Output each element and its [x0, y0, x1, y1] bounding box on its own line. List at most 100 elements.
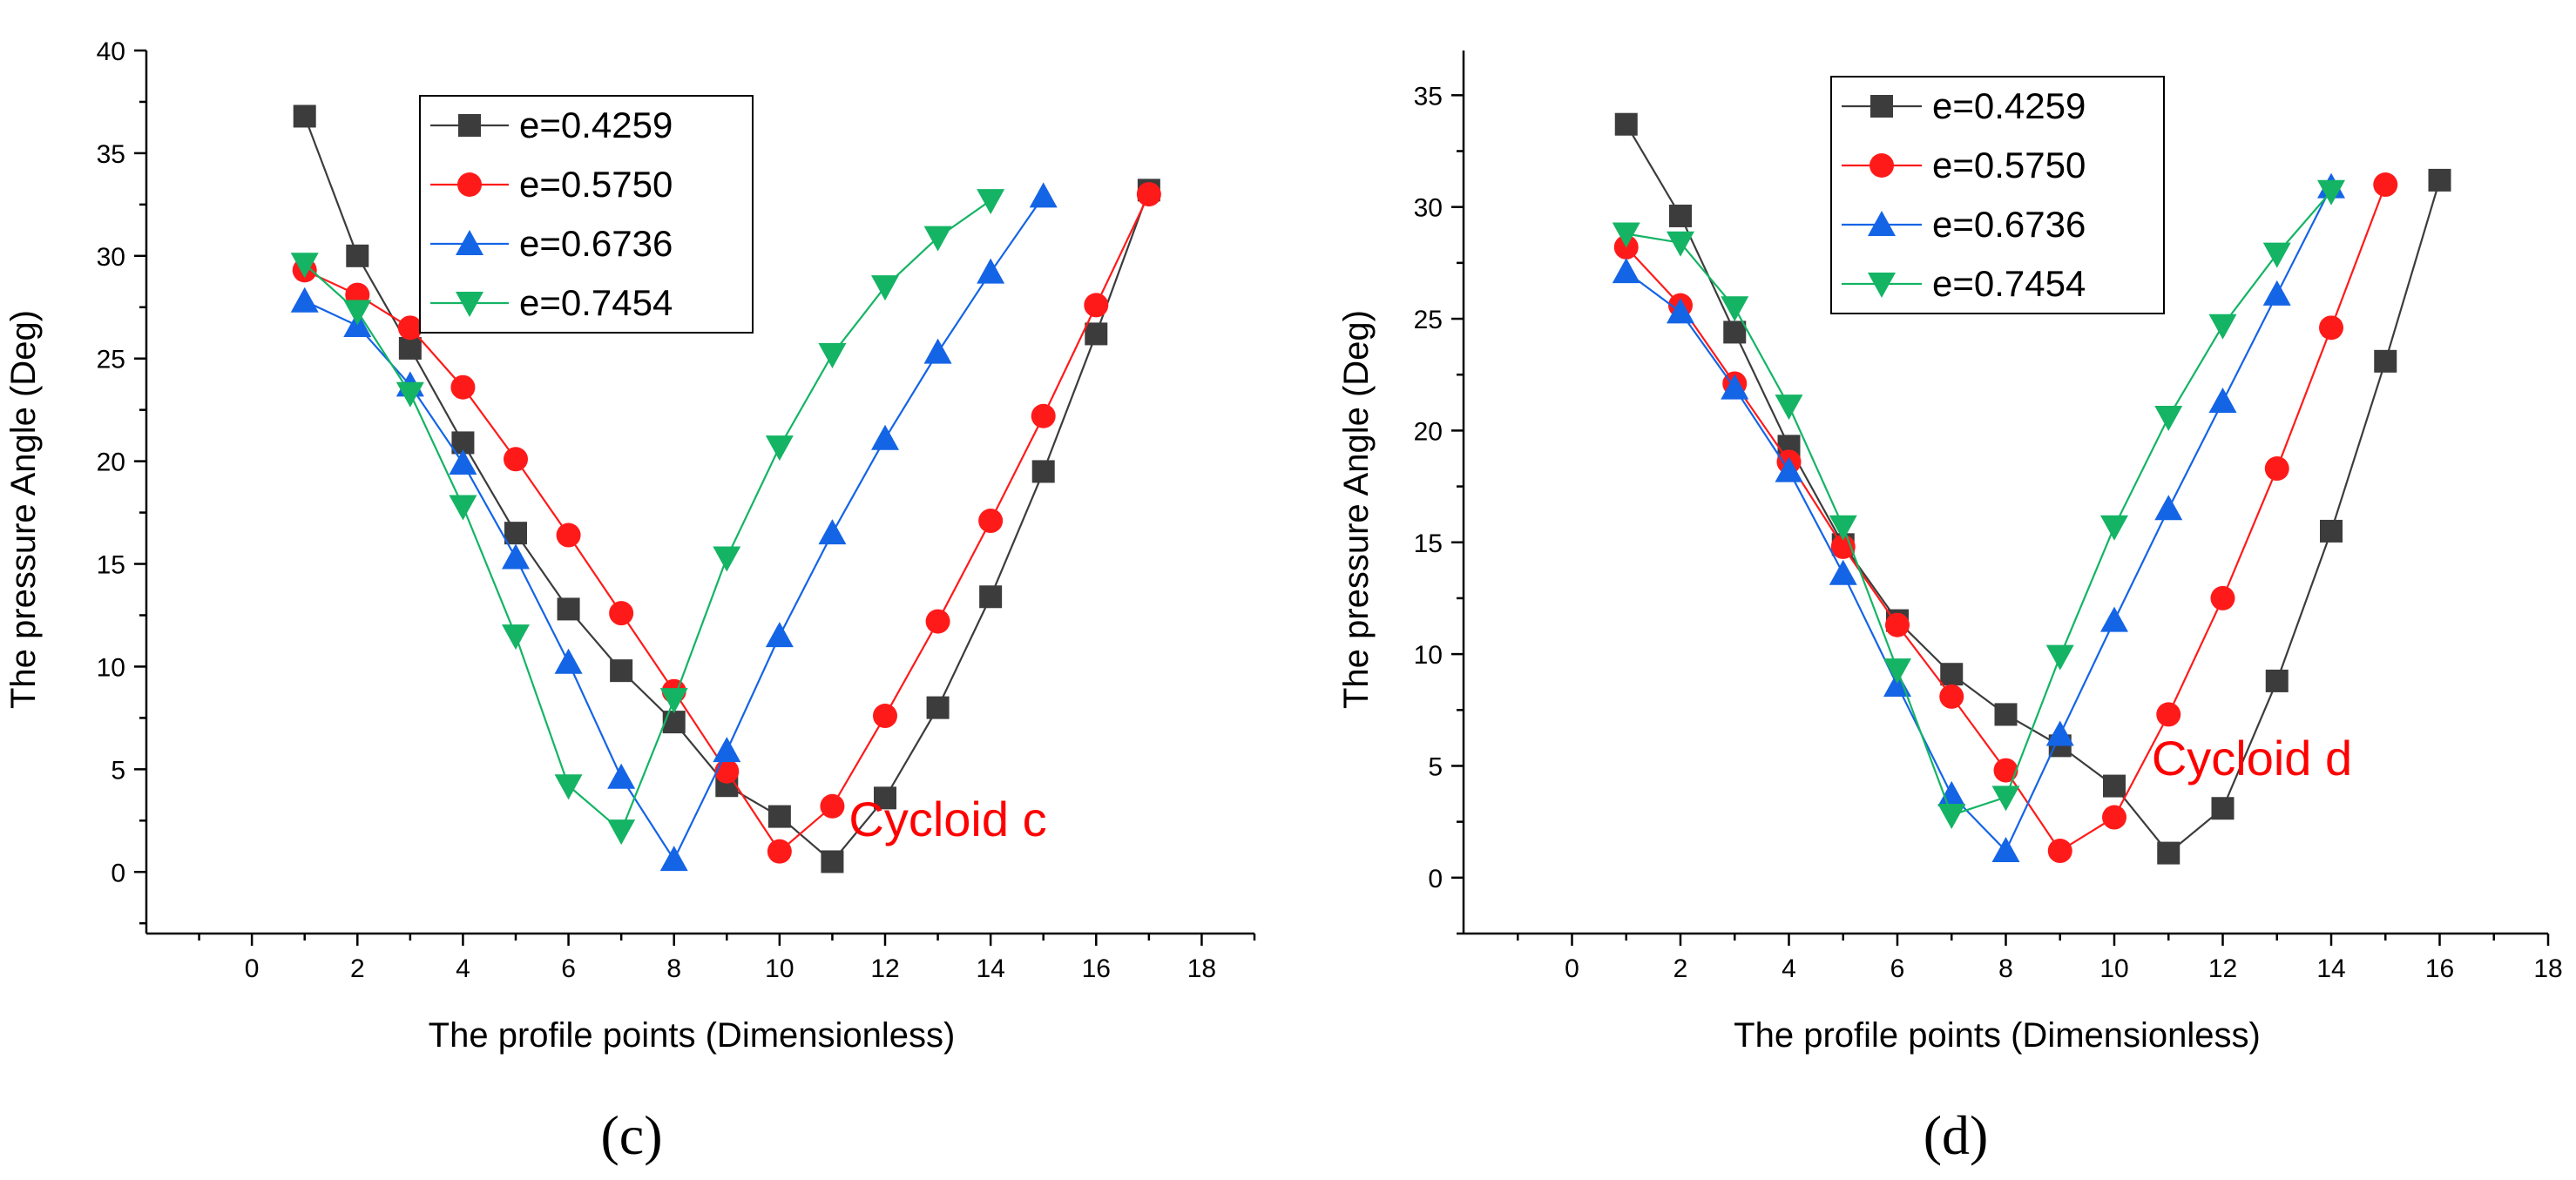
data-point [554, 648, 583, 674]
series-line [1626, 186, 2332, 853]
data-point [607, 819, 636, 846]
data-point [659, 688, 688, 714]
data-point [396, 381, 424, 408]
legend-label: e=0.6736 [1932, 204, 2086, 245]
x-tick-label: 10 [2099, 954, 2128, 983]
data-point [1994, 703, 2018, 726]
x-tick-label: 14 [976, 954, 1004, 983]
data-point [713, 546, 741, 572]
data-point [449, 448, 477, 475]
data-point [871, 424, 899, 450]
data-point [2210, 585, 2235, 610]
data-point [293, 105, 316, 128]
data-point [2319, 315, 2343, 341]
data-point [2428, 168, 2451, 192]
x-tick-label: 0 [1565, 954, 1579, 983]
data-point [662, 711, 686, 734]
cycloid-annotation: Cycloid c [849, 792, 1046, 846]
data-point [1993, 758, 2018, 783]
data-point [1612, 222, 1640, 248]
data-point [1667, 298, 1694, 324]
data-point [2154, 406, 2183, 432]
data-point [610, 659, 633, 683]
data-point [2320, 519, 2343, 543]
data-point [290, 287, 319, 313]
data-point [2264, 456, 2289, 482]
legend: e=0.4259 e=0.5750 e=0.6736 e=0.7454 [1830, 76, 2165, 314]
series-line [303, 199, 991, 833]
data-point [504, 447, 528, 472]
data-point [923, 338, 952, 364]
series-e=0.4259 [293, 105, 1160, 873]
y-tick-label: 25 [1414, 306, 1443, 334]
y-tick-label: 5 [111, 756, 125, 785]
series-line [1625, 124, 2441, 855]
data-point [1883, 658, 1911, 684]
legend-marker [457, 172, 482, 197]
data-point [1667, 231, 1694, 257]
data-point [2154, 495, 2183, 521]
panel-caption: (d) [1924, 1104, 1989, 1166]
y-tick-label: 20 [97, 448, 125, 477]
data-point [1031, 403, 1056, 428]
y-tick-label: 10 [1414, 641, 1443, 670]
x-tick-label: 10 [765, 954, 794, 983]
data-point [343, 300, 372, 326]
legend-marker [456, 292, 483, 317]
x-tick-label: 18 [2533, 954, 2562, 983]
y-tick-label: 15 [97, 551, 125, 580]
series-e=0.6736 [1612, 172, 2345, 863]
data-point [2208, 388, 2237, 414]
legend-label: e=0.7454 [519, 282, 673, 323]
data-point [2262, 242, 2291, 268]
data-point [2374, 349, 2397, 373]
x-tick-label: 12 [870, 954, 899, 983]
data-point [1775, 394, 1803, 421]
legend-label: e=0.5750 [1932, 145, 2086, 185]
data-point [2100, 606, 2128, 632]
legend: e=0.4259 e=0.5750 e=0.6736 e=0.7454 [419, 95, 754, 334]
data-point [2045, 720, 2074, 746]
y-tick-label: 15 [1414, 529, 1443, 558]
x-axis-title: The profile points (Dimensionless) [1734, 1016, 2261, 1055]
data-point [765, 435, 794, 462]
y-tick-label: 10 [97, 653, 125, 682]
data-point [556, 523, 581, 548]
data-point [2103, 774, 2126, 798]
data-point [346, 244, 369, 267]
legend-label: e=0.6736 [519, 223, 673, 264]
x-tick-label: 14 [2316, 954, 2345, 983]
data-point [1829, 559, 1857, 585]
data-point [925, 609, 950, 634]
data-point [1885, 612, 1910, 637]
data-point [820, 793, 845, 819]
data-point [557, 597, 580, 621]
data-point [1136, 182, 1161, 207]
legend-marker [1870, 95, 1893, 118]
data-point [1085, 322, 1108, 346]
data-point [1614, 112, 1638, 136]
data-point [923, 226, 952, 252]
data-point [2262, 280, 2291, 306]
y-tick-label: 30 [97, 243, 125, 272]
chart-panel-c: 0 2 4 6 8 10 12 14 16 18 0 5 10 15 20 25 30 35 40 The profi… [4, 37, 1256, 1166]
legend-label: e=0.5750 [519, 164, 673, 205]
data-point [713, 737, 741, 763]
y-tick-label: 30 [1414, 194, 1443, 223]
legend-marker [458, 114, 481, 137]
legend-marker [1869, 153, 1894, 178]
data-point [607, 763, 636, 789]
data-point [450, 374, 476, 400]
legend-marker [1868, 273, 1896, 298]
data-point [1775, 456, 1803, 482]
data-point [977, 189, 1005, 215]
data-point [397, 315, 423, 341]
series-e=0.7454 [290, 189, 1005, 846]
data-point [2373, 172, 2398, 198]
data-point [977, 258, 1005, 284]
x-tick-label: 4 [456, 954, 470, 983]
y-tick-label: 0 [111, 859, 125, 887]
cycloid-annotation: Cycloid d [2152, 731, 2352, 786]
x-tick-label: 16 [1082, 954, 1111, 983]
data-point [871, 275, 899, 301]
